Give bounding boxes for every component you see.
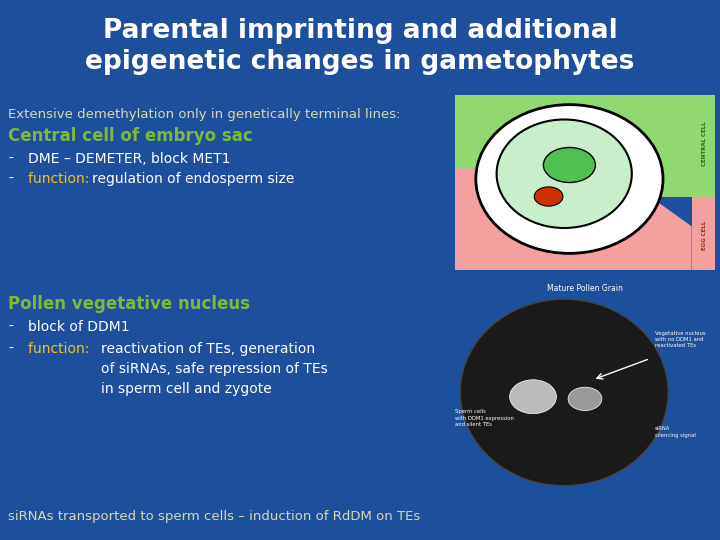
Ellipse shape: [460, 299, 668, 486]
Text: -: -: [8, 152, 13, 166]
Text: regulation of endosperm size: regulation of endosperm size: [92, 172, 294, 186]
Text: of siRNAs, safe repression of TEs: of siRNAs, safe repression of TEs: [101, 362, 328, 376]
Text: Extensive demethylation only in genetically terminal lines:: Extensive demethylation only in genetica…: [8, 108, 400, 121]
Text: Sperm cells
with DDM1 expression
and silent TEs: Sperm cells with DDM1 expression and sil…: [455, 409, 514, 427]
Text: -: -: [8, 320, 13, 334]
Bar: [692, 95, 715, 197]
Text: siRNA
silencing signal: siRNA silencing signal: [655, 427, 696, 437]
Circle shape: [544, 147, 595, 183]
Text: in sperm cell and zygote: in sperm cell and zygote: [101, 382, 271, 396]
Ellipse shape: [497, 119, 632, 228]
Text: Parental imprinting and additional
epigenetic changes in gametophytes: Parental imprinting and additional epige…: [85, 18, 635, 75]
Bar: [692, 197, 715, 270]
Text: block of DDM1: block of DDM1: [28, 320, 130, 334]
Ellipse shape: [476, 105, 663, 253]
Text: function:: function:: [28, 172, 94, 186]
Text: Mature Pollen Grain: Mature Pollen Grain: [547, 285, 623, 293]
Text: DME – DEMETER, block MET1: DME – DEMETER, block MET1: [28, 152, 230, 166]
Polygon shape: [455, 95, 692, 197]
Ellipse shape: [510, 380, 557, 414]
Text: siRNAs transported to sperm cells – induction of RdDM on TEs: siRNAs transported to sperm cells – indu…: [8, 510, 420, 523]
Text: reactivation of TEs, generation: reactivation of TEs, generation: [101, 342, 315, 356]
Text: -: -: [8, 172, 13, 186]
Text: CENTRAL CELL: CENTRAL CELL: [702, 122, 707, 166]
Polygon shape: [455, 168, 692, 270]
Text: Pollen vegetative nucleus: Pollen vegetative nucleus: [8, 295, 250, 313]
Text: Vegetative nucleus
with no DDM1 and
reactivated TEs: Vegetative nucleus with no DDM1 and reac…: [655, 331, 706, 348]
Text: Central cell of embryo sac: Central cell of embryo sac: [8, 127, 253, 145]
Text: EGG CELL: EGG CELL: [702, 220, 707, 249]
Ellipse shape: [568, 387, 602, 410]
Text: function:: function:: [28, 342, 98, 356]
Circle shape: [534, 187, 563, 206]
Text: -: -: [8, 342, 13, 356]
